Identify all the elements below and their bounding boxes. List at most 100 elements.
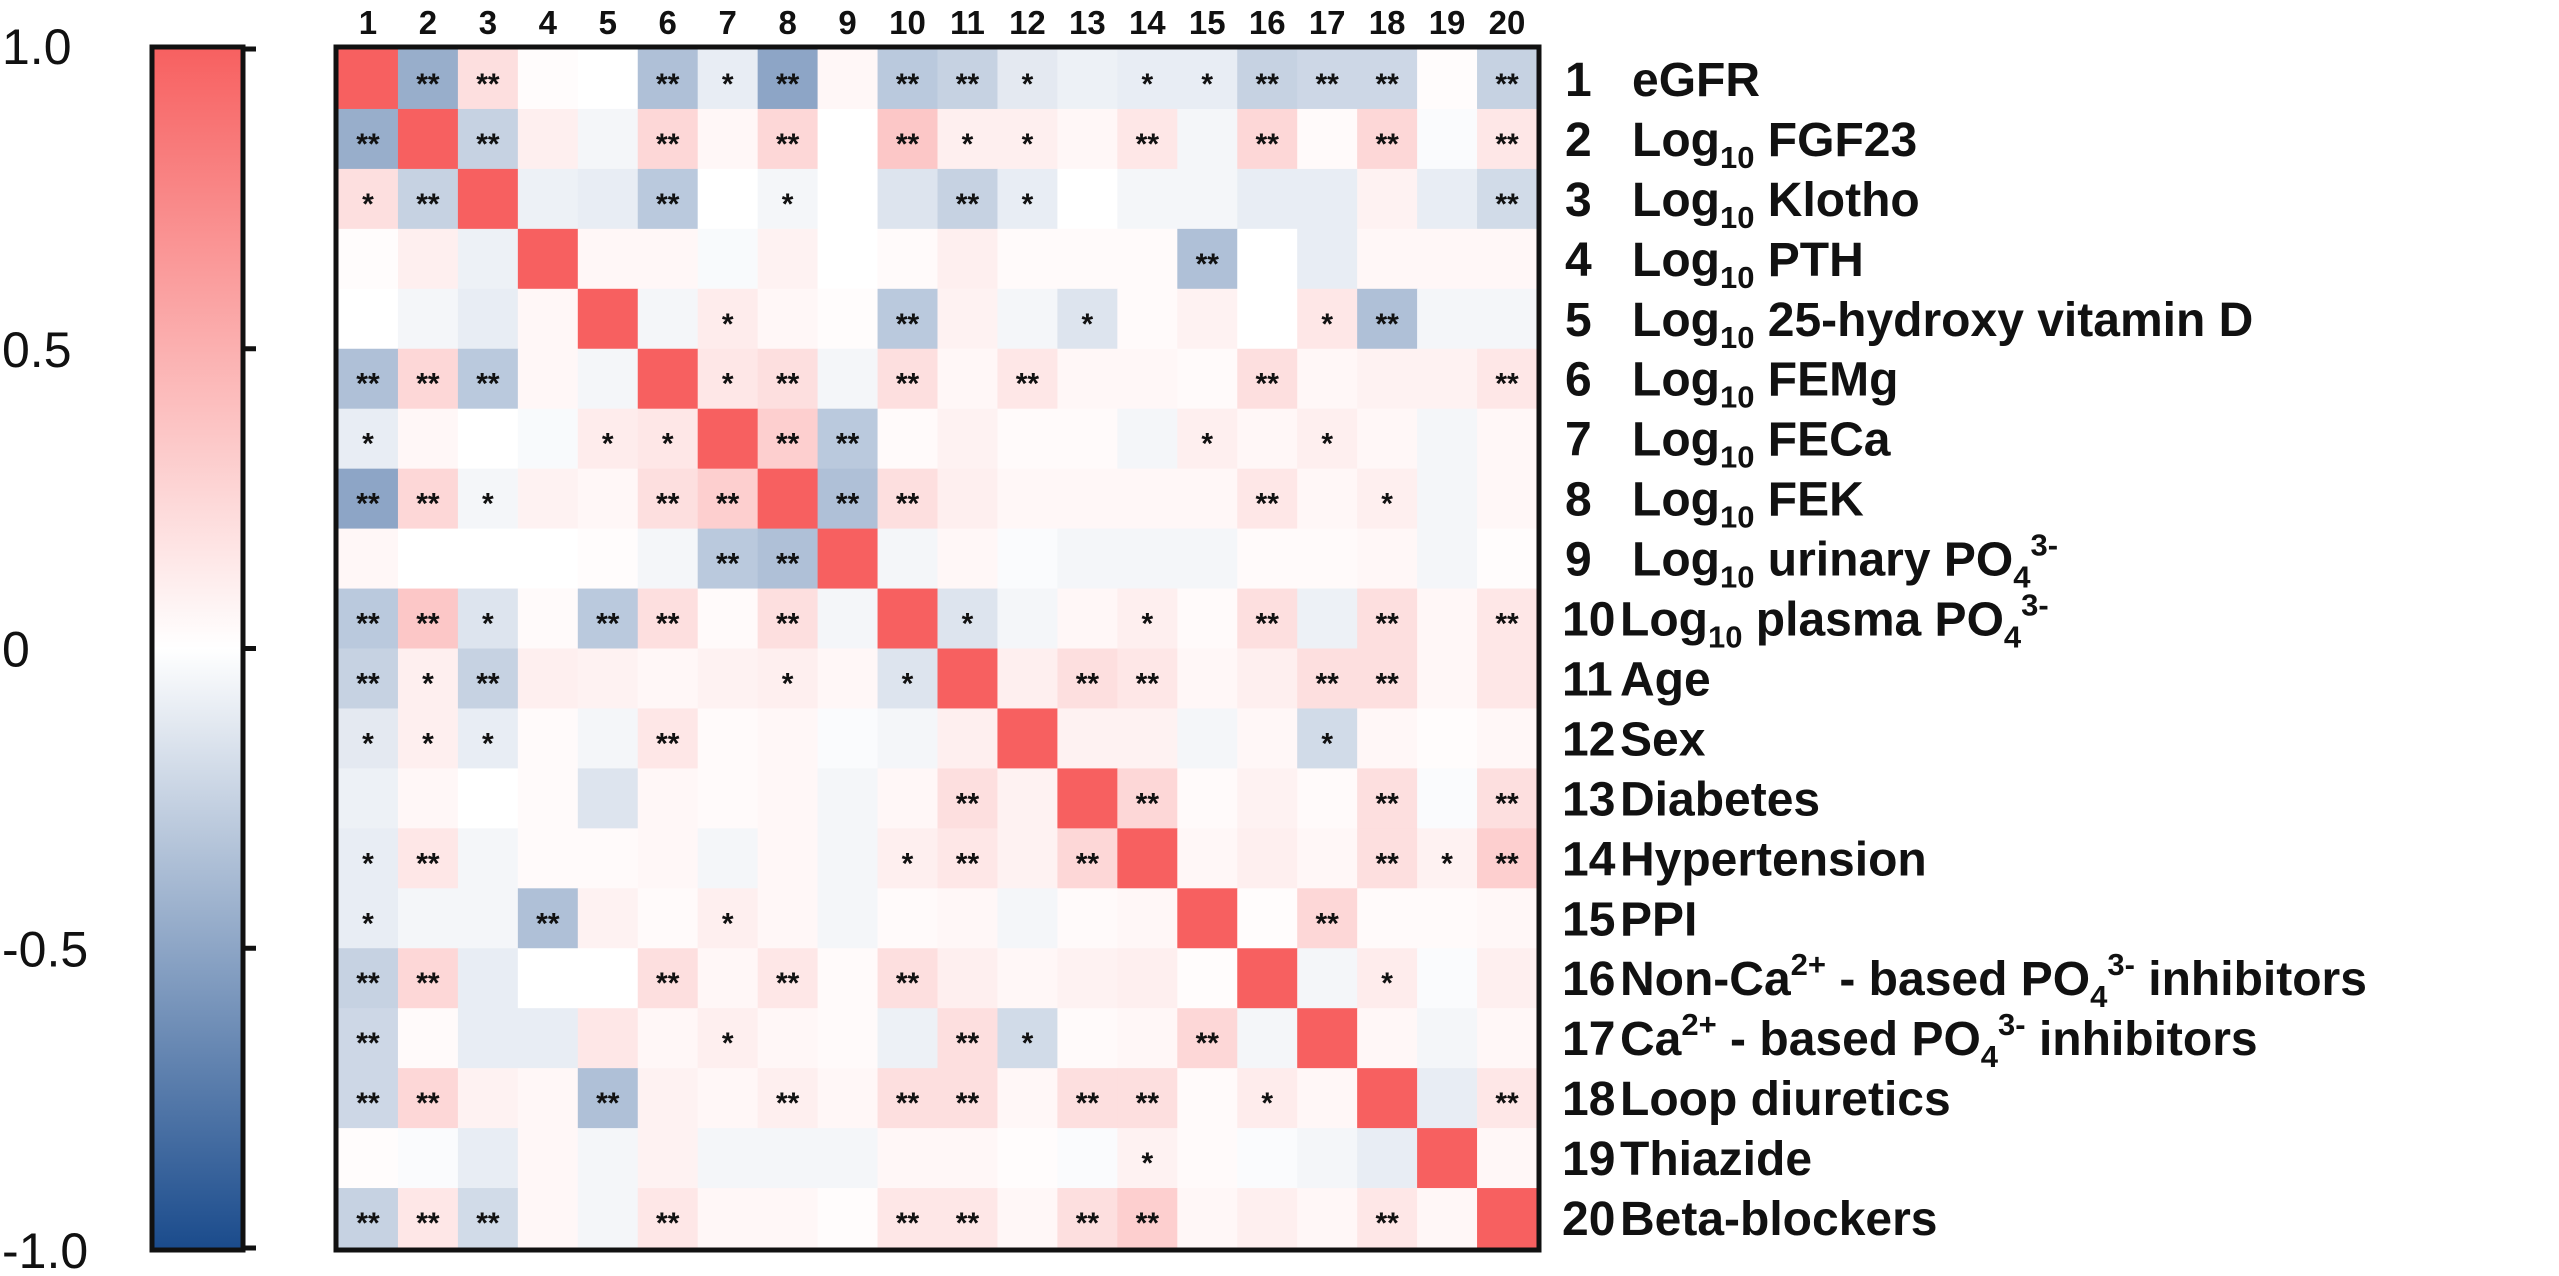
heatmap-cell bbox=[338, 1068, 399, 1129]
heatmap-cell bbox=[1297, 1128, 1358, 1189]
row-label-part: Log bbox=[1632, 414, 1720, 467]
significance-marker: * bbox=[1321, 308, 1333, 341]
row-number: 18 bbox=[1562, 1073, 1615, 1126]
heatmap-cell bbox=[817, 588, 879, 650]
significance-marker: ** bbox=[356, 368, 380, 401]
heatmap-cell bbox=[1237, 768, 1298, 829]
column-label: 2 bbox=[419, 4, 437, 41]
heatmap-cell bbox=[1237, 888, 1298, 949]
significance-marker: ** bbox=[716, 548, 740, 581]
significance-marker: ** bbox=[956, 188, 980, 221]
colorbar-tick-label: 1.0 bbox=[2, 19, 72, 75]
heatmap-cell bbox=[1357, 828, 1418, 889]
row-label-part: 3- bbox=[2107, 947, 2135, 982]
significance-marker: ** bbox=[956, 787, 980, 820]
column-label: 1 bbox=[359, 4, 377, 41]
heatmap-cell bbox=[1237, 708, 1298, 769]
significance-marker: * bbox=[902, 847, 914, 880]
heatmap-cell bbox=[637, 1128, 699, 1189]
heatmap-cell bbox=[637, 1068, 699, 1129]
heatmap-cell bbox=[1417, 468, 1478, 530]
heatmap-cell bbox=[338, 588, 399, 650]
heatmap-cell bbox=[817, 708, 879, 769]
heatmap-cell bbox=[1177, 108, 1238, 170]
heatmap-cell bbox=[997, 1008, 1058, 1069]
heatmap-cell bbox=[1417, 1128, 1478, 1189]
heatmap-cell bbox=[1477, 49, 1538, 110]
heatmap-cell bbox=[1417, 708, 1478, 769]
heatmap-cell bbox=[817, 648, 879, 710]
heatmap-cell bbox=[577, 708, 639, 769]
significance-marker: * bbox=[1082, 308, 1094, 341]
heatmap-cell bbox=[697, 528, 759, 590]
significance-marker: ** bbox=[596, 608, 620, 641]
heatmap-cell bbox=[697, 888, 759, 949]
row-label: Log10 PTH bbox=[1632, 234, 1864, 295]
row-label: Log10 FEK bbox=[1632, 474, 1864, 535]
row-label: Log10 urinary PO43- bbox=[1632, 528, 2058, 595]
column-label: 9 bbox=[838, 4, 856, 41]
significance-marker: ** bbox=[1375, 847, 1399, 880]
heatmap-cell bbox=[1357, 768, 1418, 829]
heatmap-cell bbox=[1357, 468, 1418, 530]
heatmap-cell bbox=[1057, 348, 1118, 410]
heatmap-cell bbox=[757, 288, 819, 350]
significance-marker: ** bbox=[356, 1087, 380, 1120]
heatmap-cell bbox=[517, 1128, 579, 1189]
heatmap-cell bbox=[1057, 888, 1118, 949]
row-label: Log10 25-hydroxy vitamin D bbox=[1632, 294, 2253, 355]
significance-marker: ** bbox=[1136, 667, 1160, 700]
heatmap-cell bbox=[1477, 648, 1538, 710]
heatmap-cell bbox=[517, 948, 579, 1009]
heatmap-cell bbox=[997, 1068, 1058, 1129]
column-label: 5 bbox=[599, 4, 617, 41]
heatmap-cell bbox=[997, 768, 1058, 829]
heatmap-cell bbox=[1057, 1008, 1118, 1069]
heatmap-cell bbox=[1117, 1008, 1178, 1069]
heatmap-cell bbox=[697, 168, 759, 230]
heatmap-cell bbox=[757, 708, 819, 769]
heatmap-cell bbox=[637, 1188, 699, 1249]
row-label-part: Log bbox=[1632, 534, 1720, 587]
heatmap-cell bbox=[1117, 528, 1178, 590]
heatmap-cell bbox=[1057, 648, 1118, 710]
heatmap-cell bbox=[1357, 1068, 1418, 1129]
significance-marker: ** bbox=[416, 1087, 440, 1120]
significance-marker: * bbox=[422, 667, 434, 700]
significance-marker: ** bbox=[656, 967, 680, 1000]
significance-marker: ** bbox=[1375, 68, 1399, 101]
row-number: 15 bbox=[1562, 893, 1615, 946]
heatmap-cell bbox=[637, 408, 699, 470]
heatmap-cell bbox=[1417, 768, 1478, 829]
row-label-part: PPI bbox=[1620, 893, 1697, 946]
heatmap-cell bbox=[937, 888, 999, 949]
heatmap-cell bbox=[877, 1068, 939, 1129]
column-label: 4 bbox=[539, 4, 558, 41]
heatmap-cell bbox=[1477, 168, 1538, 230]
heatmap-cell bbox=[577, 588, 639, 650]
heatmap-cell bbox=[1237, 468, 1298, 530]
significance-marker: ** bbox=[656, 188, 680, 221]
heatmap-cell bbox=[1417, 1188, 1478, 1249]
heatmap-cell bbox=[397, 468, 459, 530]
significance-marker: ** bbox=[1375, 1207, 1399, 1240]
row-label-part: FECa bbox=[1754, 414, 1890, 467]
row-label-part: 10 bbox=[1720, 260, 1754, 295]
heatmap-cell bbox=[877, 828, 939, 889]
heatmap-cell bbox=[1357, 288, 1418, 350]
row-label-part: 4 bbox=[2090, 979, 2108, 1014]
heatmap-cell bbox=[1057, 108, 1118, 170]
significance-marker: ** bbox=[1076, 847, 1100, 880]
heatmap-cell bbox=[937, 228, 999, 290]
heatmap-cell bbox=[457, 408, 519, 470]
heatmap-cell bbox=[1177, 288, 1238, 350]
row-label-part: Diabetes bbox=[1620, 773, 1820, 826]
heatmap-cell bbox=[937, 588, 999, 650]
significance-marker: ** bbox=[1196, 1027, 1220, 1060]
heatmap-cell bbox=[517, 588, 579, 650]
heatmap-cell bbox=[1417, 648, 1478, 710]
heatmap-cell bbox=[877, 708, 939, 769]
heatmap-cell bbox=[1297, 948, 1358, 1009]
heatmap-cell bbox=[877, 408, 939, 470]
row-label: eGFR bbox=[1632, 54, 1760, 107]
